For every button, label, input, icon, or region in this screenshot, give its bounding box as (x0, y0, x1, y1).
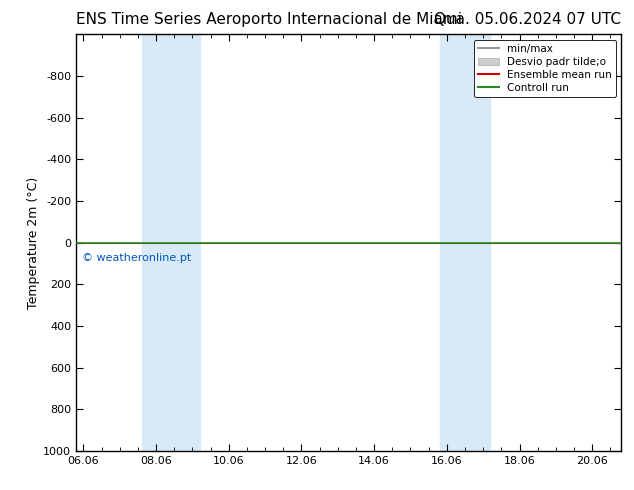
Text: © weatheronline.pt: © weatheronline.pt (82, 253, 191, 263)
Legend: min/max, Desvio padr tilde;o, Ensemble mean run, Controll run: min/max, Desvio padr tilde;o, Ensemble m… (474, 40, 616, 97)
Text: Qua. 05.06.2024 07 UTC: Qua. 05.06.2024 07 UTC (434, 12, 621, 27)
Text: ENS Time Series Aeroporto Internacional de Miami: ENS Time Series Aeroporto Internacional … (76, 12, 462, 27)
Bar (141, 34, 200, 451)
Bar (439, 34, 491, 451)
Y-axis label: Temperature 2m (°C): Temperature 2m (°C) (27, 176, 41, 309)
